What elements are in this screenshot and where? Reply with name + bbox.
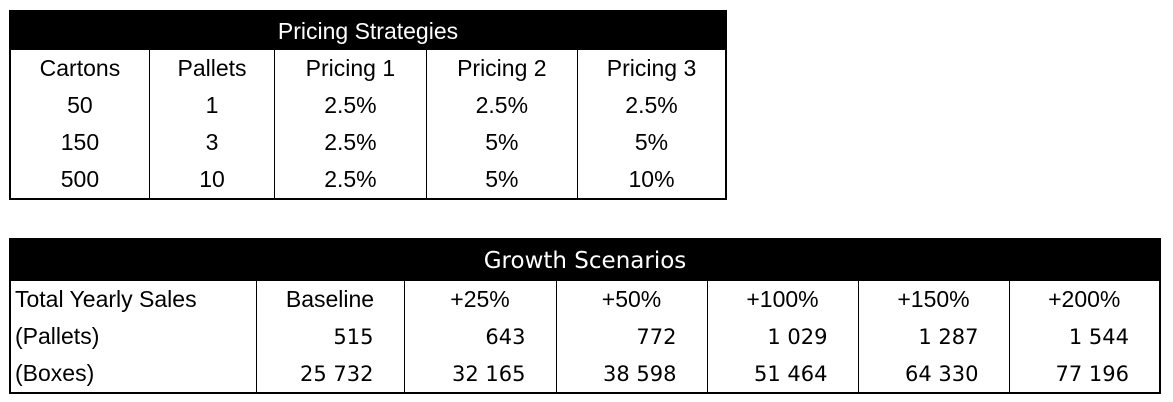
column-header-plus-100: +100% xyxy=(706,281,858,318)
table-cell: 2.5% xyxy=(274,161,427,199)
table-cell: 1 544 xyxy=(1008,318,1160,355)
column-header-plus-25: +25% xyxy=(403,281,556,318)
column-header-total-yearly-sales: Total Yearly Sales xyxy=(15,286,197,312)
table-cell: 51 464 xyxy=(706,355,858,393)
table-cell: 2.5% xyxy=(425,87,578,124)
table-cell: 25 732 xyxy=(255,355,404,393)
column-header-plus-150: +150% xyxy=(857,281,1009,318)
table-cell: 5% xyxy=(577,124,726,161)
table-cell: 500 xyxy=(60,166,100,192)
column-header-cartons: Cartons xyxy=(39,55,121,81)
table-cell: 515 xyxy=(255,318,404,355)
column-header-plus-50: +50% xyxy=(555,281,707,318)
table-cell: 77 196 xyxy=(1008,355,1160,393)
column-header-pricing-3: Pricing 3 xyxy=(577,50,726,87)
growth-table-title: Growth Scenarios xyxy=(10,239,1160,281)
table-cell: 2.5% xyxy=(274,124,427,161)
table-cell: 64 330 xyxy=(857,355,1009,393)
growth-header-row: Total Yearly Sales Baseline +25% +50% +1… xyxy=(10,281,1160,318)
pricing-table-title: Pricing Strategies xyxy=(10,11,726,50)
table-row: 50 1 2.5% 2.5% 2.5% xyxy=(10,87,726,124)
table-cell: 3 xyxy=(148,124,275,161)
table-cell: 1 287 xyxy=(857,318,1009,355)
table-cell: 150 xyxy=(60,129,100,155)
column-header-baseline: Baseline xyxy=(255,281,404,318)
pricing-strategies-table: Pricing Strategies Cartons Pallets Prici… xyxy=(9,10,727,200)
table-cell: 50 xyxy=(67,92,93,118)
table-row: (Pallets) 515 643 772 1 029 1 287 1 544 xyxy=(10,318,1160,355)
table-cell: 2.5% xyxy=(274,87,427,124)
column-header-pricing-2: Pricing 2 xyxy=(425,50,578,87)
table-cell: 643 xyxy=(403,318,556,355)
pricing-header-row: Cartons Pallets Pricing 1 Pricing 2 Pric… xyxy=(10,50,726,87)
table-cell: 2.5% xyxy=(577,87,726,124)
table-cell: 772 xyxy=(555,318,707,355)
table-cell: 10% xyxy=(577,161,726,199)
column-header-pricing-1: Pricing 1 xyxy=(274,50,427,87)
column-header-pallets: Pallets xyxy=(148,50,275,87)
table-cell: 32 165 xyxy=(403,355,556,393)
table-row: (Boxes) 25 732 32 165 38 598 51 464 64 3… xyxy=(10,355,1160,393)
table-cell: 10 xyxy=(148,161,275,199)
table-row: 500 10 2.5% 5% 10% xyxy=(10,161,726,199)
table-cell: 1 xyxy=(148,87,275,124)
table-cell: 38 598 xyxy=(555,355,707,393)
growth-scenarios-table: Growth Scenarios Total Yearly Sales Base… xyxy=(9,238,1161,394)
table-cell: 5% xyxy=(425,124,578,161)
table-cell: 5% xyxy=(425,161,578,199)
table-row: 150 3 2.5% 5% 5% xyxy=(10,124,726,161)
row-label-pallets: (Pallets) xyxy=(15,323,100,349)
column-header-plus-200: +200% xyxy=(1008,281,1160,318)
table-cell: 1 029 xyxy=(706,318,858,355)
row-label-boxes: (Boxes) xyxy=(15,360,95,386)
